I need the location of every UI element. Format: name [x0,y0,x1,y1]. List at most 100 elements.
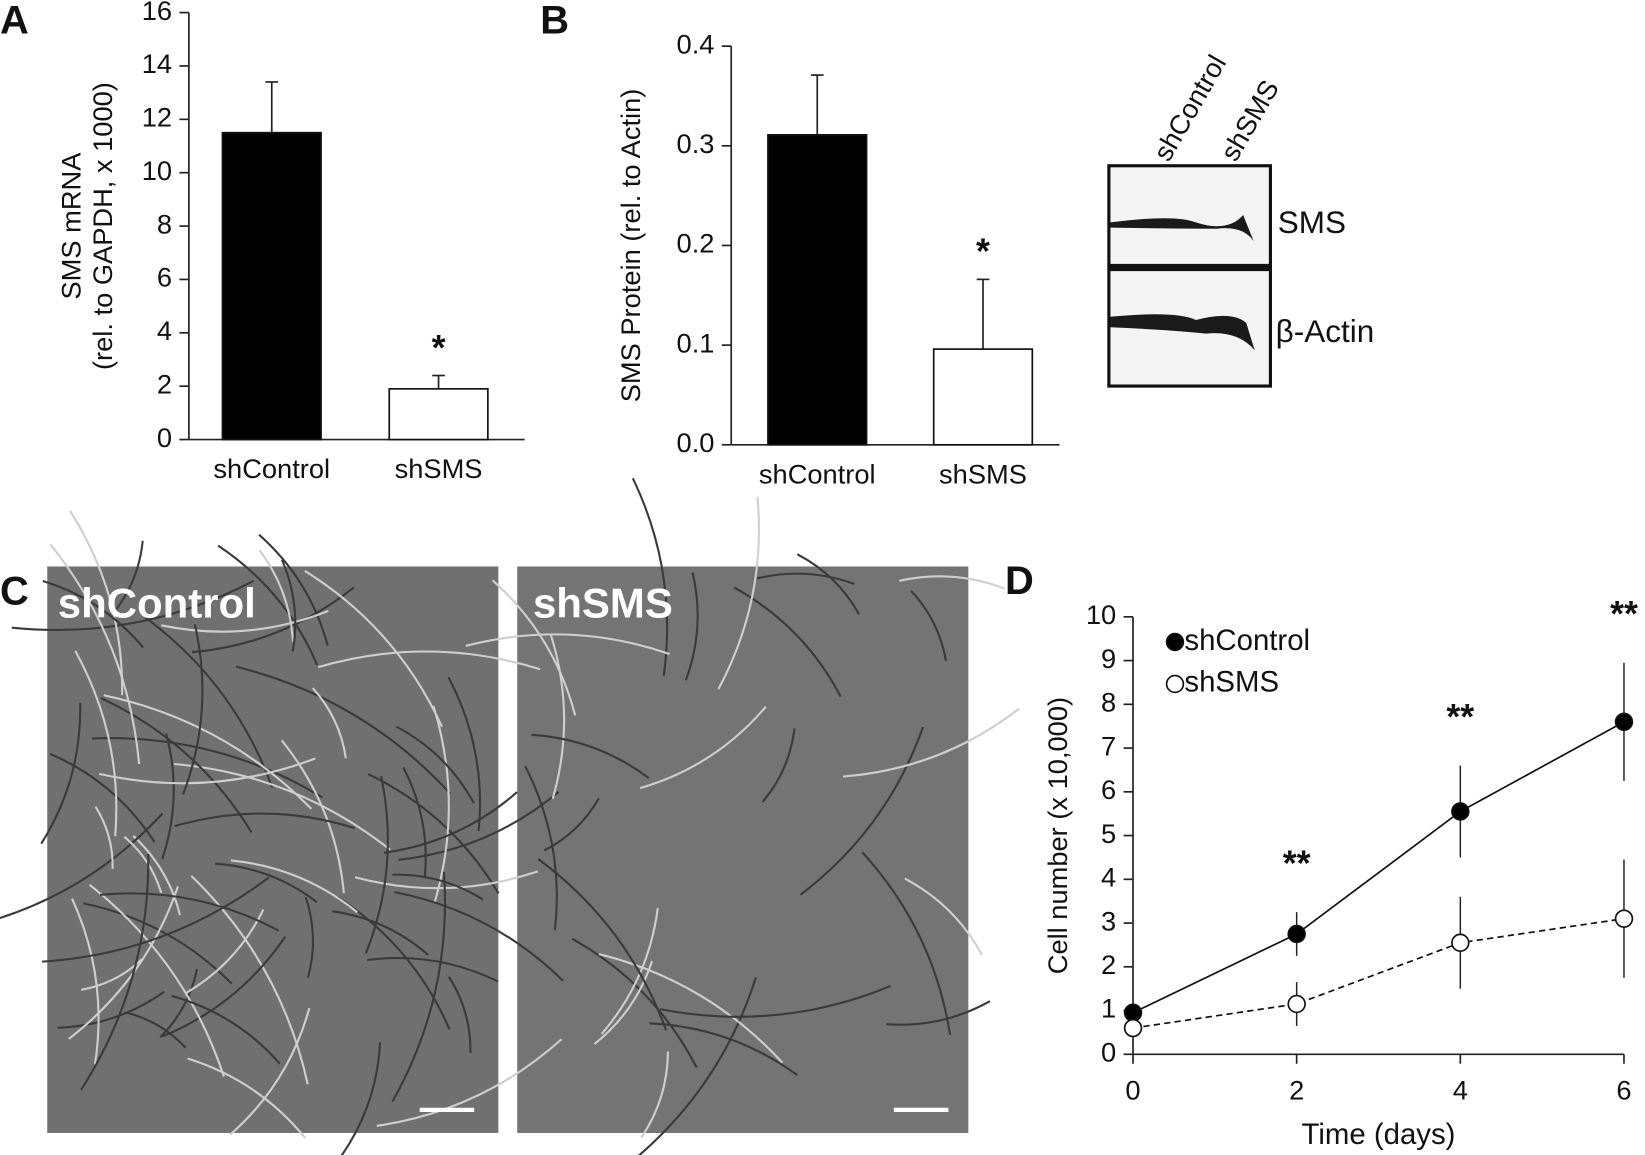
blot-band [1109,314,1255,351]
cell [910,589,947,661]
cell [191,586,355,654]
y-tick-label: 6 [1101,774,1116,805]
cell [304,570,443,728]
cell [159,968,198,1038]
cell [83,902,233,985]
x-tick-label: shSMS [939,458,1027,489]
y-tick-label: 8 [1101,687,1116,718]
cell [80,854,150,1091]
cell [904,877,983,956]
cell [491,579,577,716]
cell [69,510,124,696]
x-axis-label: Time (days) [1302,1118,1456,1151]
y-tick-label: 0.1 [677,327,715,358]
cell [187,1057,307,1139]
x-tick-label: shControl [213,453,330,484]
y-tick-label: 10 [142,155,172,186]
cell [531,733,650,779]
cell [258,533,329,646]
panel-label: A [0,0,29,43]
cell [173,762,391,851]
cell [391,871,447,1103]
series-line [1132,917,1625,1029]
cell [217,544,319,666]
cell [88,883,225,1077]
cell [311,687,347,759]
y-tick-label: 0.2 [677,228,715,259]
cells [0,477,1020,1155]
x-tick-label: shSMS [395,453,483,484]
y-tick-label: 1 [1101,993,1116,1024]
cell [161,733,175,860]
cell [447,976,472,1053]
cell [11,579,254,631]
y-tick-label: 7 [1101,730,1116,761]
cell [49,543,141,765]
cell [174,812,356,830]
x-tick-label: 2 [1289,1074,1304,1105]
cell [103,694,313,810]
blot [1107,164,1273,388]
y-tick-label: 4 [157,315,172,346]
cell [304,896,314,979]
y-tick-label: 0.4 [677,28,715,59]
cell [659,984,891,1018]
cell [799,726,924,896]
cell [0,812,164,920]
y-tick-label: 0 [1101,1036,1116,1067]
cell [392,873,484,901]
cell [367,956,499,983]
cell [543,797,600,852]
cell [182,624,204,795]
cell [631,477,669,676]
cell [571,937,698,1069]
significance: ** [1446,697,1474,737]
significance: * [976,232,990,272]
cell [886,1000,991,1026]
cell [98,757,316,785]
marker [1123,1018,1143,1038]
legend-marker [1165,632,1185,652]
cell [383,791,518,854]
cell [230,859,359,914]
cell [280,739,345,894]
significance: * [432,328,446,368]
marker [1287,994,1306,1014]
bar [767,134,868,446]
cell [162,936,287,1038]
cell [49,752,156,843]
x-tick-label: shControl [759,458,876,489]
cell [280,559,297,652]
marker [1451,802,1470,821]
blot-band [1109,215,1254,242]
cell [123,836,163,894]
cell [899,575,1006,590]
bar [388,388,489,441]
cell [71,898,100,1065]
cell [842,707,1020,778]
cell [42,580,144,649]
cell [733,586,842,697]
cell [235,665,452,795]
cell [124,1011,187,1049]
y-tick-label: 3 [1101,905,1116,936]
cell [40,702,82,845]
bar [932,348,1034,446]
cell [598,953,784,1064]
y-tick-label: 2 [1101,949,1116,980]
cell [81,958,144,991]
cell [796,553,860,615]
cell [258,549,295,643]
band-label: β-Actin [1276,314,1375,349]
cell [317,650,541,671]
cell [364,775,389,954]
cell [402,766,427,879]
significance: ** [1283,843,1311,883]
y-tick-label: 12 [142,102,172,133]
cell [649,1022,798,1076]
cell [332,910,429,956]
marker [1451,933,1470,952]
x-tick-label: 6 [1616,1074,1631,1105]
cell [376,1038,563,1127]
